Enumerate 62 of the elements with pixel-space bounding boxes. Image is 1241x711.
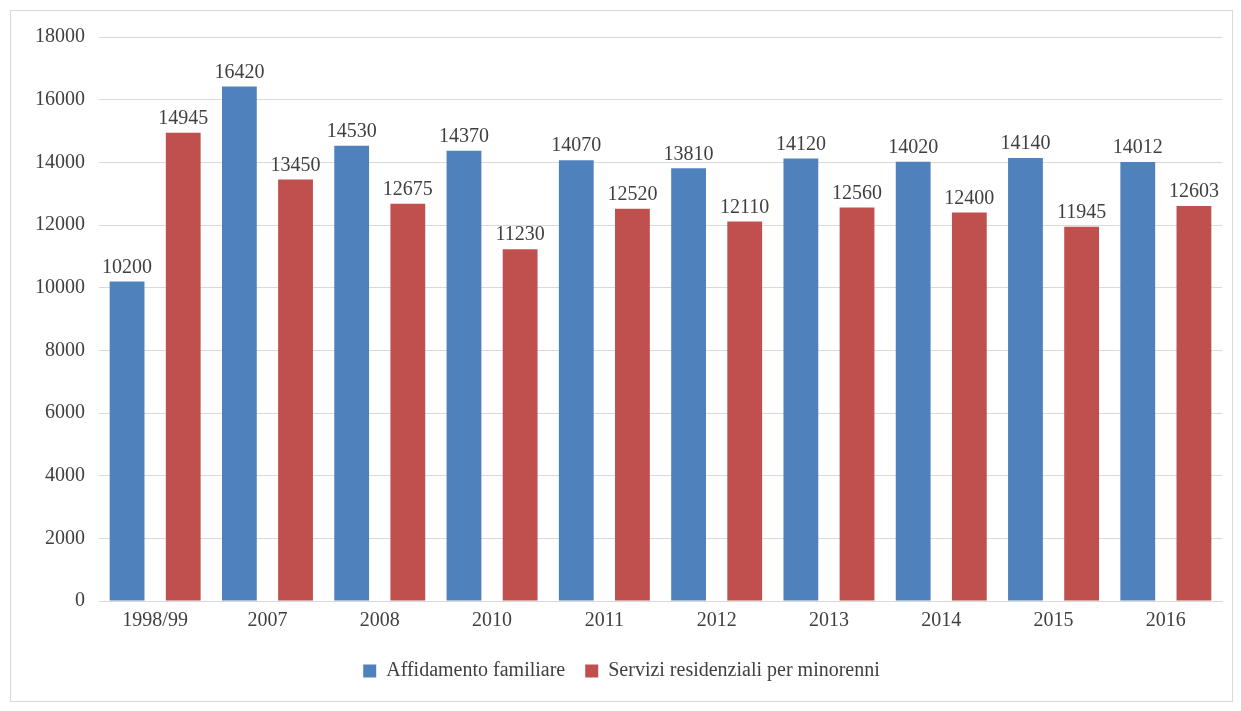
data-label: 14020	[888, 134, 939, 157]
bar	[783, 158, 819, 601]
y-tick-label: 0	[75, 588, 85, 611]
bar	[278, 179, 313, 601]
data-label: 12675	[382, 177, 433, 200]
x-tick-label: 2012	[696, 608, 737, 631]
bar	[390, 203, 426, 601]
data-label: 14530	[326, 118, 377, 141]
data-label: 11945	[1056, 199, 1107, 222]
x-tick-label: 2015	[1033, 608, 1074, 631]
data-label: 12560	[832, 180, 883, 203]
y-tick-label: 2000	[45, 525, 85, 548]
data-label: 10200	[102, 254, 153, 277]
bar	[558, 160, 594, 601]
data-label: 14120	[775, 131, 826, 154]
x-tick-label: 2013	[808, 608, 849, 631]
bar	[502, 249, 538, 601]
bar	[1176, 206, 1212, 601]
y-tick-label: 14000	[35, 149, 85, 172]
bar	[895, 161, 931, 601]
y-tick-label: 4000	[45, 462, 85, 485]
bar	[839, 207, 875, 601]
x-tick-label: 2016	[1145, 608, 1186, 631]
y-tick-label: 8000	[45, 337, 85, 360]
bar	[221, 86, 257, 601]
bar	[671, 168, 706, 601]
data-label: 13450	[270, 152, 321, 175]
data-label: 11230	[495, 222, 545, 245]
x-tick-label: 2014	[921, 608, 962, 631]
bar	[334, 145, 370, 601]
data-label: 12400	[944, 185, 995, 208]
bar	[1064, 226, 1100, 601]
y-tick-label: 10000	[35, 274, 85, 297]
data-label: 13810	[663, 141, 714, 164]
bar	[165, 132, 201, 601]
bar	[446, 150, 482, 601]
x-tick-label: 2008	[359, 608, 400, 631]
x-tick-label: 2011	[584, 608, 624, 631]
data-label: 12520	[607, 181, 658, 204]
data-label: 12603	[1168, 179, 1219, 202]
data-label: 14140	[1000, 131, 1051, 154]
bar	[951, 212, 987, 601]
y-tick-label: 16000	[35, 86, 85, 109]
data-label: 14370	[438, 123, 489, 146]
x-tick-label: 1998/99	[122, 608, 188, 631]
y-tick-label: 18000	[35, 24, 85, 47]
data-label: 14945	[158, 105, 209, 128]
bar	[615, 208, 650, 601]
bar	[1120, 161, 1156, 601]
y-tick-label: 12000	[35, 212, 85, 235]
bar	[727, 221, 763, 601]
data-label: 12110	[720, 194, 770, 217]
x-tick-label: 2010	[472, 608, 513, 631]
y-tick-label: 6000	[45, 400, 85, 423]
bar	[1008, 157, 1043, 601]
bar	[109, 281, 145, 601]
data-label: 14070	[551, 133, 602, 156]
data-label: 16420	[214, 59, 265, 82]
x-tick-label: 2007	[247, 608, 288, 631]
data-label: 14012	[1112, 135, 1163, 158]
legend-label: Servizi residenziali per minorenni	[608, 658, 881, 682]
legend-label: Affidamento familiare	[386, 658, 566, 681]
